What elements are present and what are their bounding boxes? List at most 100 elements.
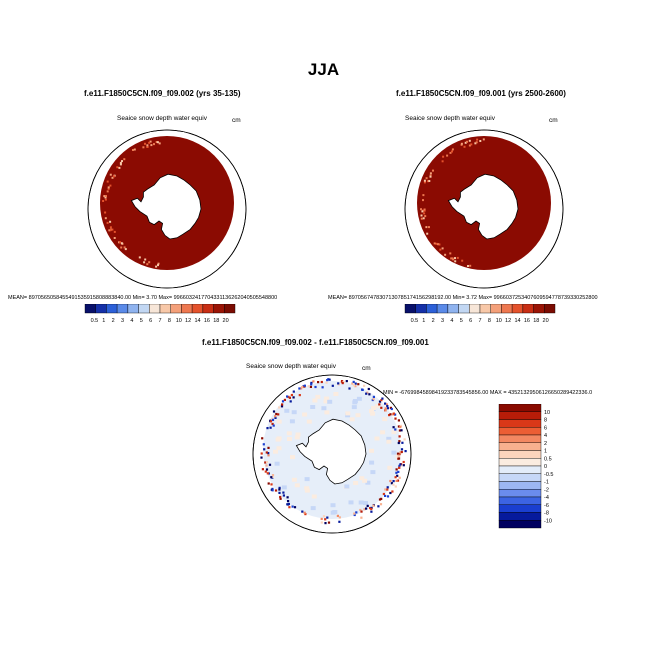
panel-3-edge-anomaly-cell bbox=[267, 482, 270, 485]
panel-3-edge-anomaly-cell bbox=[337, 382, 340, 385]
panel-3-edge-anomaly-cell bbox=[264, 470, 267, 473]
panel-3-anomaly-cell bbox=[310, 506, 316, 511]
panel-2-colorbar-tick-label: 5 bbox=[460, 318, 463, 324]
panel-3-edge-anomaly-cell bbox=[300, 387, 303, 390]
panel-1-colorbar-tick-label: 16 bbox=[204, 318, 210, 324]
panel-2-ice-edge-cell bbox=[451, 148, 454, 151]
panel-2-ice-edge-cell bbox=[454, 260, 457, 263]
panel-2-colorbar-tick-label: 16 bbox=[524, 318, 530, 324]
panel-2-ice-edge-cell bbox=[461, 259, 464, 262]
panel-2-map-boundary bbox=[404, 129, 564, 289]
panel-3-edge-anomaly-cell bbox=[331, 384, 334, 387]
panel-3-edge-anomaly-cell bbox=[399, 424, 403, 427]
panel-3-edge-anomaly-cell bbox=[282, 491, 285, 494]
panel-2-stats: MEAN= 8970567478307130785174156298192.00… bbox=[328, 295, 598, 301]
panel-1-colorbar-swatch bbox=[159, 304, 171, 314]
panel-1-colorbar: 0.5 1 2 3 4 5 6 7 8 10 12 14 16 18 20 bbox=[84, 304, 236, 324]
panel-1-colorbar-tick-label: 12 bbox=[185, 318, 191, 324]
panel-3-colorbar-swatch bbox=[498, 512, 542, 521]
panel-1-ice-edge-cell bbox=[157, 262, 160, 265]
panel-3-anomaly-cell bbox=[294, 483, 300, 488]
panel-2-antarctica-coastline bbox=[447, 173, 519, 240]
panel-2-colorbar-swatch bbox=[522, 304, 534, 314]
panel-1-units: cm bbox=[232, 117, 241, 124]
panel-1-ice-edge-cell bbox=[133, 148, 136, 151]
panel-3-stats: MIN = -67699845898419233783545856.00 MAX… bbox=[383, 390, 593, 396]
panel-3-colorbar-swatch bbox=[498, 434, 542, 443]
panel-1-ice-edge-cell bbox=[109, 184, 112, 187]
panel-3-anomaly-cell bbox=[369, 460, 375, 465]
panel-3-edge-anomaly-cell bbox=[396, 474, 399, 477]
panel-3-edge-anomaly-cell bbox=[370, 507, 373, 511]
panel-1-ice-edge-cell bbox=[155, 265, 158, 268]
panel-3-edge-anomaly-cell bbox=[378, 498, 382, 501]
panel-3-edge-anomaly-cell bbox=[292, 390, 295, 393]
panel-3-edge-anomaly-cell bbox=[310, 383, 313, 386]
panel-1-colorbar-tick-label: 4 bbox=[130, 318, 133, 324]
panel-3-edge-anomaly-cell bbox=[322, 515, 326, 518]
panel-3-edge-anomaly-cell bbox=[361, 388, 364, 391]
panel-1-ice-edge-cell bbox=[113, 230, 116, 233]
panel-3-anomaly-cell bbox=[355, 413, 361, 418]
panel-2-ice-edge-cell bbox=[427, 180, 429, 183]
panel-3-edge-anomaly-cell bbox=[366, 391, 369, 394]
panel-3-edge-anomaly-cell bbox=[354, 382, 357, 385]
panel-1-colorbar-tick-label: 3 bbox=[121, 318, 124, 324]
panel-3-colorbar-swatch bbox=[498, 496, 542, 505]
panel-2-ice-edge-cell bbox=[420, 217, 423, 220]
panel-2-ice-edge-cell bbox=[437, 243, 440, 246]
panel-3-edge-anomaly-cell bbox=[386, 405, 389, 408]
panel-2-ice-edge-cell bbox=[433, 242, 436, 245]
panel-3-edge-anomaly-cell bbox=[269, 420, 273, 423]
panel-3-edge-anomaly-cell bbox=[404, 450, 407, 453]
panel-3-anomaly-cell bbox=[304, 488, 310, 493]
panel-3-edge-anomaly-cell bbox=[278, 491, 281, 494]
panel-3-edge-anomaly-cell bbox=[265, 468, 269, 471]
panel-2-ice-edge-cell bbox=[428, 180, 431, 182]
panel-3-edge-anomaly-cell bbox=[357, 383, 360, 386]
panel-1-ice-edge-cell bbox=[119, 163, 122, 166]
panel-3-edge-anomaly-cell bbox=[386, 488, 389, 491]
panel-3-edge-anomaly-cell bbox=[372, 395, 375, 398]
panel-3-edge-anomaly-cell bbox=[386, 407, 389, 410]
panel-1-map-boundary bbox=[87, 129, 247, 289]
panel-1-ice-edge-cell bbox=[148, 141, 151, 144]
panel-3-anomaly-cell bbox=[358, 500, 364, 505]
panel-3-edge-anomaly-cell bbox=[271, 475, 274, 478]
panel-3-edge-anomaly-cell bbox=[369, 507, 372, 510]
panel-1-title: f.e11.F1850C5CN.f09_f09.002 (yrs 35-135) bbox=[84, 89, 241, 98]
panel-3-colorbar-swatch bbox=[498, 450, 542, 459]
panel-3-edge-anomaly-cell bbox=[360, 516, 363, 519]
panel-3-edge-anomaly-cell bbox=[400, 448, 404, 451]
panel-1-ice-edge-cell bbox=[143, 261, 146, 264]
panel-1-colorbar-swatch bbox=[127, 304, 139, 314]
panel-3-edge-anomaly-cell bbox=[394, 476, 397, 479]
panel-1-ice-edge-cell bbox=[104, 198, 107, 201]
panel-3-edge-anomaly-cell bbox=[325, 381, 328, 384]
panel-2-ice-edge-cell bbox=[420, 208, 422, 211]
panel-1-antarctica-coastline bbox=[130, 173, 202, 240]
panel-2-ice-edge-cell bbox=[422, 194, 425, 197]
panel-3-edge-anomaly-cell bbox=[399, 464, 402, 467]
panel-1-ice-edge-cell bbox=[106, 190, 109, 193]
panel-2-ice-edge-cell bbox=[422, 217, 425, 220]
panel-2-ice-edge-cell bbox=[460, 142, 463, 145]
panel-2-colorbar-swatch bbox=[404, 304, 416, 314]
panel-3-edge-anomaly-cell bbox=[320, 380, 323, 384]
panel-2-ice-edge-cell bbox=[451, 257, 454, 260]
panel-3-edge-anomaly-cell bbox=[336, 514, 339, 517]
panel-2-ice-edge-cell bbox=[441, 247, 444, 250]
panel-3-edge-anomaly-cell bbox=[397, 454, 400, 457]
panel-2-colorbar-tick-label: 8 bbox=[488, 318, 491, 324]
panel-3-anomaly-cell bbox=[386, 436, 392, 441]
panel-3-anomaly-cell bbox=[371, 406, 376, 410]
panel-3-edge-anomaly-cell bbox=[272, 410, 276, 413]
panel-2-ice-edge-cell bbox=[476, 138, 479, 141]
panel-2-colorbar-tick-label: 10 bbox=[496, 318, 502, 324]
panel-3-edge-anomaly-cell bbox=[301, 510, 304, 513]
panel-3-anomaly-cell bbox=[386, 439, 392, 444]
panel-2-colorbar-tick-label: 18 bbox=[533, 318, 539, 324]
panel-3-edge-anomaly-cell bbox=[288, 506, 291, 509]
panel-3-anomaly-cell bbox=[295, 432, 301, 437]
panel-1-colorbar-swatch bbox=[213, 304, 225, 314]
